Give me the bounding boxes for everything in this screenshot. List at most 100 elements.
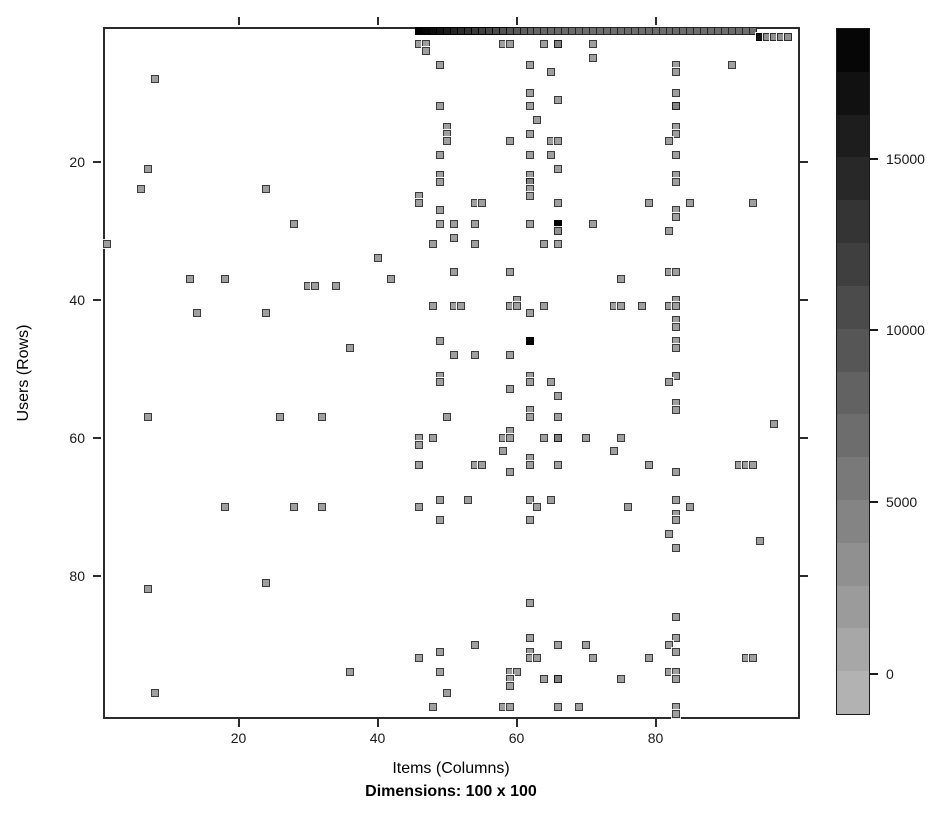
matrix-cell (262, 578, 271, 587)
matrix-cell (505, 682, 514, 690)
matrix-cell (547, 378, 556, 387)
matrix-cell (436, 150, 445, 159)
matrix-cell (540, 302, 549, 311)
matrix-cell (769, 419, 778, 428)
matrix-cell (554, 226, 563, 235)
matrix-cell (415, 440, 424, 449)
matrix-cell (505, 268, 514, 276)
matrix-cell (429, 240, 438, 249)
matrix-cell (672, 212, 681, 221)
matrix-cell (665, 640, 674, 649)
matrix-cell (505, 385, 514, 394)
matrix-cell (554, 392, 563, 401)
legend-tick-mark (870, 672, 878, 675)
matrix-cell (665, 136, 674, 145)
legend-tick-mark (870, 329, 878, 332)
matrix-cell (185, 274, 194, 283)
matrix-cell (554, 164, 563, 173)
matrix-cell (589, 654, 597, 663)
x-axis-tick-top (376, 17, 379, 25)
matrix-cell (672, 371, 681, 380)
matrix-cell (463, 495, 472, 504)
matrix-cell (554, 702, 563, 711)
matrix-cell (526, 61, 535, 69)
legend-color-step (837, 114, 869, 158)
matrix-cell (589, 219, 597, 228)
matrix-cell (540, 675, 549, 684)
matrix-cell (672, 613, 681, 621)
matrix-cell (582, 640, 590, 649)
matrix-cell (144, 412, 153, 421)
matrix-cell (686, 502, 695, 511)
legend-tick-label: 0 (886, 665, 894, 682)
matrix-cell (616, 274, 625, 283)
matrix-cell (436, 647, 445, 656)
y-axis-tick-right (800, 160, 808, 163)
matrix-cell (262, 309, 271, 318)
x-axis-tick-top (515, 17, 518, 25)
matrix-cell (728, 61, 736, 69)
matrix-cell (290, 219, 299, 228)
matrix-cell (672, 178, 681, 187)
matrix-cell (526, 309, 535, 318)
y-axis-tick-left (93, 298, 101, 301)
matrix-cell (144, 164, 153, 173)
y-tick-label: 80 (69, 567, 85, 584)
legend-color-step (837, 200, 869, 244)
matrix-cell (477, 199, 486, 207)
x-axis-tick-bottom (654, 719, 657, 727)
matrix-cell (505, 433, 514, 442)
matrix-cell (436, 178, 445, 187)
matrix-cell (533, 654, 542, 663)
matrix-cell (554, 240, 563, 249)
matrix-cell (436, 219, 445, 228)
matrix-cell (345, 668, 354, 677)
matrix-cell (547, 150, 556, 159)
matrix-cell (317, 502, 326, 511)
legend-color-step (837, 585, 869, 629)
matrix-cell (554, 433, 563, 442)
matrix-cell (422, 47, 431, 56)
matrix-cell (589, 54, 597, 62)
matrix-cell (672, 323, 681, 332)
matrix-cell (311, 281, 319, 290)
matrix-cell (554, 95, 563, 104)
matrix-cell (526, 633, 535, 642)
matrix-cell (526, 412, 535, 421)
matrix-cell (512, 302, 521, 311)
y-axis-tick-right (800, 436, 808, 439)
x-axis-tick-top (654, 17, 657, 25)
matrix-cell (262, 185, 271, 194)
matrix-cell (575, 702, 584, 711)
matrix-cell (220, 502, 229, 511)
matrix-cell (783, 33, 792, 42)
matrix-cell (665, 530, 674, 539)
matrix-cell (526, 378, 535, 387)
matrix-cell (436, 668, 445, 677)
legend-color-step (837, 285, 869, 329)
matrix-cell (387, 274, 396, 283)
legend-color-step (837, 157, 869, 201)
legend-color-step (837, 29, 869, 72)
matrix-cell (276, 412, 285, 421)
matrix-cell (505, 702, 514, 711)
matrix-cell (526, 599, 535, 608)
matrix-cell (512, 668, 521, 677)
legend-tick-label: 10000 (886, 322, 925, 339)
matrix-cell (672, 544, 681, 552)
matrix-cell (470, 640, 479, 649)
matrix-cell (436, 336, 445, 345)
matrix-cell (331, 281, 340, 290)
matrix-cell (526, 88, 535, 97)
y-axis-tick-right (800, 298, 808, 301)
matrix-cell (373, 254, 382, 263)
legend-color-step (837, 414, 869, 458)
matrix-cell (644, 199, 653, 207)
matrix-cell (672, 67, 681, 76)
legend-color-step (837, 457, 869, 500)
matrix-cell (554, 136, 563, 145)
matrix-cell (526, 150, 535, 159)
matrix-cell (672, 343, 681, 352)
matrix-cell (755, 537, 764, 546)
legend-color-step (837, 542, 869, 586)
